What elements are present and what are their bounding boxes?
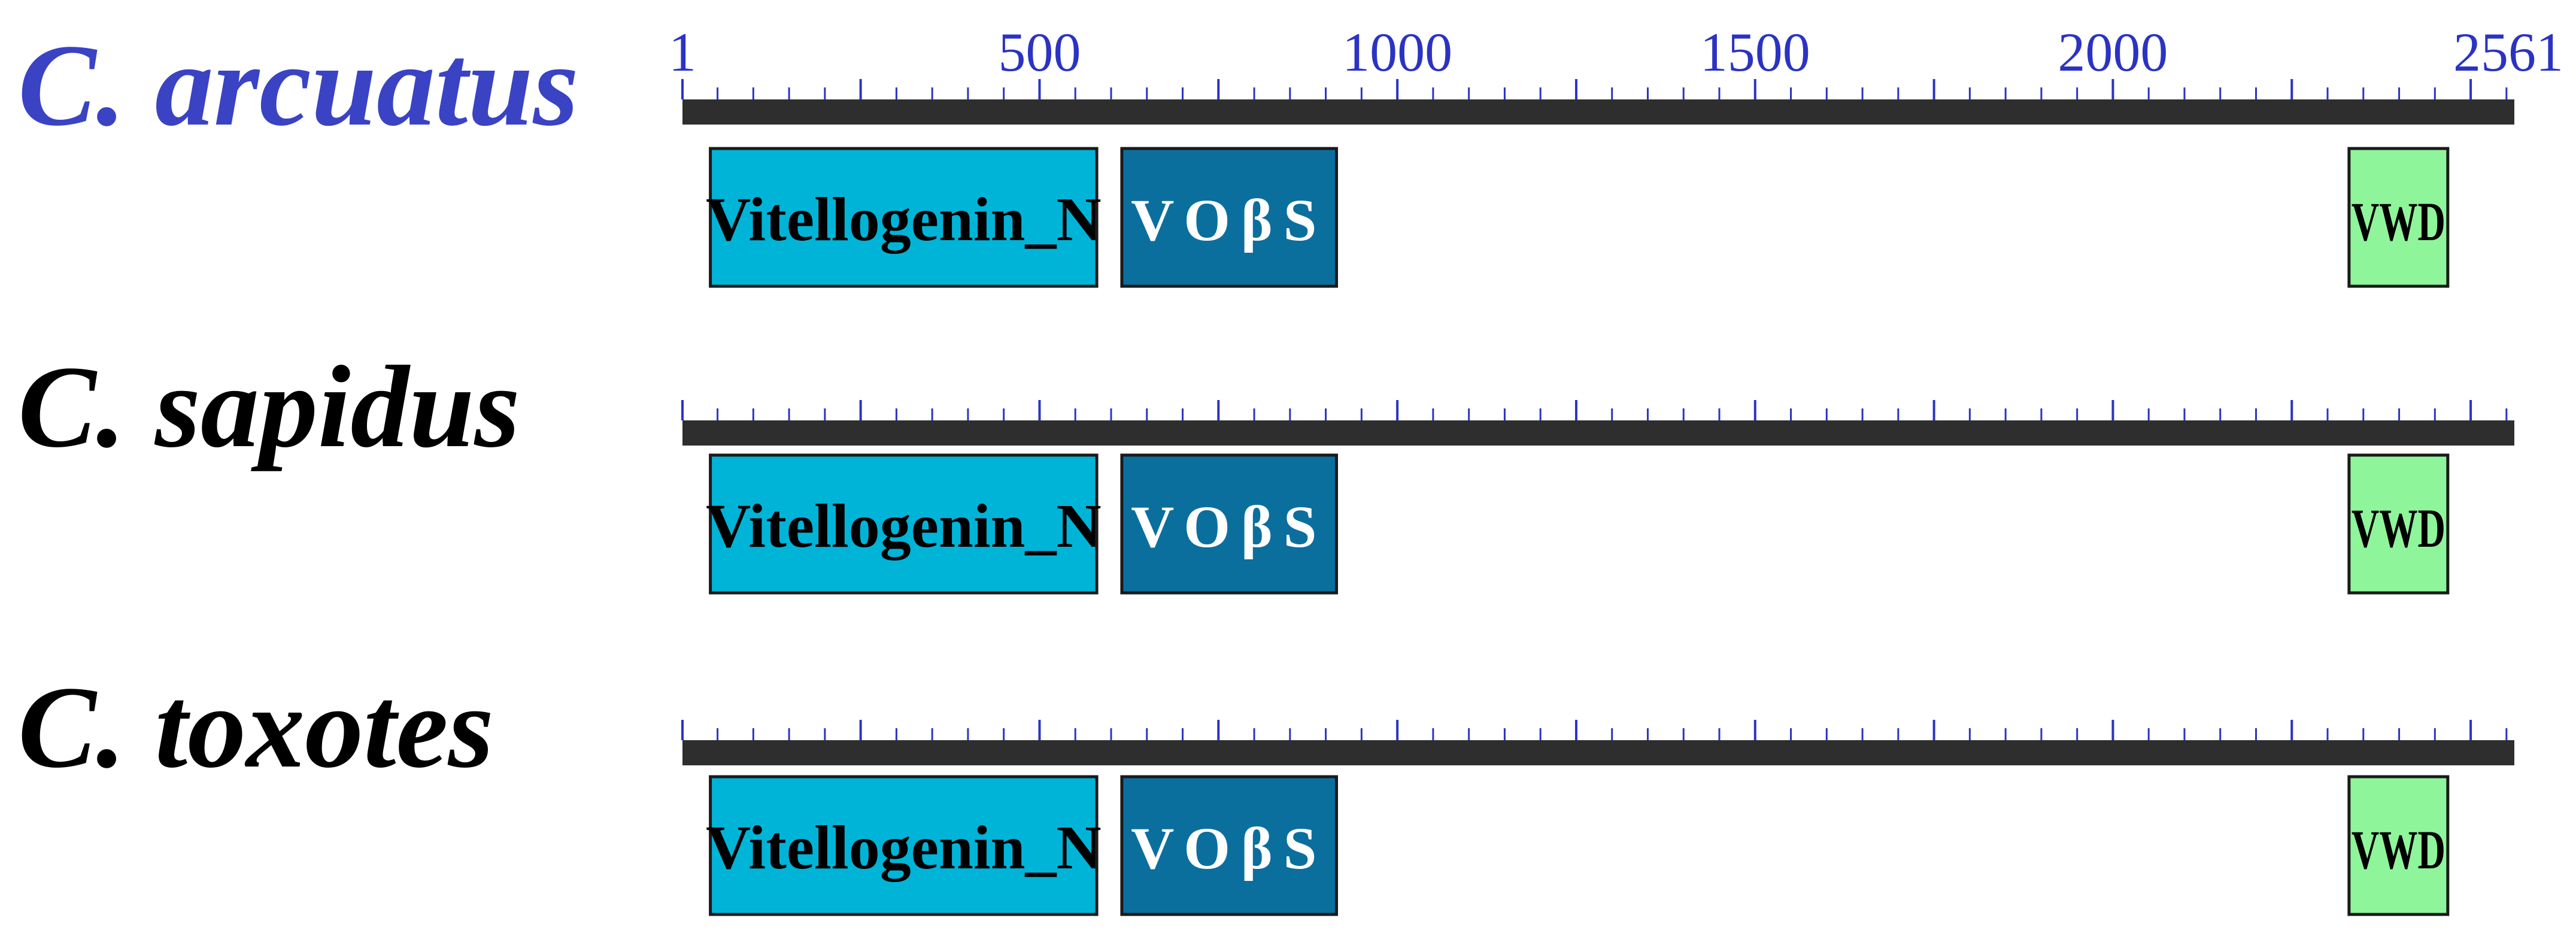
protein-row: C. arcuatus Vitellogenin_N VOβS VWD	[18, 20, 2514, 288]
scale-tick-label: 2000	[2058, 22, 2168, 83]
species-label: C. arcuatus	[18, 20, 579, 150]
domain-label: VWD	[2352, 498, 2445, 559]
scale-tick-label: 2561	[2453, 22, 2563, 83]
scale-tick-label: 500	[998, 22, 1081, 83]
domain-label: Vitellogenin_N	[706, 185, 1102, 254]
protein-backbone	[682, 420, 2514, 446]
domain-box-vitellogenin-n	[709, 453, 1099, 595]
scale-tick-label: 1	[669, 22, 696, 83]
domain-box-vobs	[1120, 775, 1339, 916]
domain-box-vwd	[2347, 775, 2450, 916]
protein-backbone	[682, 99, 2514, 125]
protein-row: C. sapidus Vitellogenin_N VOβS VWD	[18, 342, 2514, 595]
domain-box-vobs	[1120, 147, 1339, 288]
scale-tick-label: 1500	[1700, 22, 1810, 83]
domain-label: VOβS	[1131, 187, 1327, 253]
domain-box-vwd	[2347, 453, 2450, 595]
domain-label: VWD	[2352, 819, 2445, 880]
species-label: C. toxotes	[18, 662, 494, 792]
domain-label: Vitellogenin_N	[706, 813, 1102, 882]
domain-box-vwd	[2347, 147, 2450, 288]
protein-row: C. toxotes Vitellogenin_N VOβS VWD	[18, 662, 2514, 916]
domain-label: VOβS	[1131, 493, 1327, 560]
domain-box-vitellogenin-n	[709, 775, 1099, 916]
species-label: C. sapidus	[18, 342, 520, 472]
domain-box-vobs	[1120, 453, 1339, 595]
domain-box-vitellogenin-n	[709, 147, 1099, 288]
protein-backbone	[682, 740, 2514, 765]
domain-label: Vitellogenin_N	[706, 492, 1102, 561]
domain-label: VOβS	[1131, 815, 1327, 882]
scale-tick-label: 1000	[1342, 22, 1452, 83]
domain-label: VWD	[2352, 191, 2445, 252]
